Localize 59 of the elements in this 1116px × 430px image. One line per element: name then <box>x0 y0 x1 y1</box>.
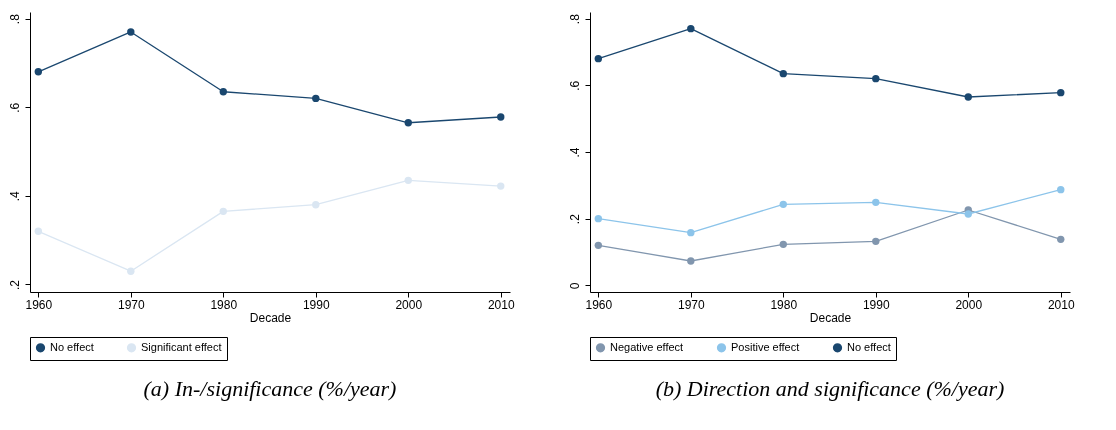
point <box>687 228 695 237</box>
legend-label: Positive effect <box>731 340 800 353</box>
y-tick-label: .4 <box>567 147 582 158</box>
legend-label: Significant effect <box>141 340 222 353</box>
point <box>872 237 880 246</box>
x-tick-label: 1970 <box>677 297 705 312</box>
x-axis-title: Decade <box>249 310 292 325</box>
point <box>779 240 787 249</box>
point <box>497 182 505 190</box>
point <box>219 88 227 96</box>
point <box>1057 235 1065 244</box>
text: (a) In-/significance (%/year) <box>143 375 397 401</box>
text: (b) Direction and significance (%/year) <box>655 375 1005 401</box>
point <box>312 201 320 209</box>
x-tick-label: 1990 <box>862 297 890 312</box>
point <box>594 214 603 223</box>
point <box>404 176 412 185</box>
x-tick-label: 1990 <box>302 297 330 312</box>
y-tick-label: .4 <box>7 191 22 202</box>
point <box>594 241 603 250</box>
point <box>312 94 320 103</box>
x-tick-label: 1960 <box>25 297 53 312</box>
y-tick-label: .8 <box>567 13 582 25</box>
point <box>964 93 972 101</box>
point <box>779 200 787 209</box>
point <box>687 24 695 33</box>
point <box>779 69 787 78</box>
legend-label: Negative effect <box>610 340 684 353</box>
point <box>1057 88 1065 97</box>
y-tick-label: .6 <box>567 80 582 91</box>
y-tick-label: 0 <box>567 282 582 290</box>
point <box>872 74 880 83</box>
y-tick-label: .2 <box>7 279 22 290</box>
point <box>687 257 695 265</box>
point <box>1057 185 1065 194</box>
x-tick-label: 1970 <box>117 297 145 312</box>
point <box>127 28 135 36</box>
x-tick-label: 1960 <box>585 297 613 312</box>
y-tick-label: .2 <box>567 213 582 225</box>
legend-label: No effect <box>847 340 891 353</box>
point <box>219 207 227 216</box>
point <box>872 198 880 207</box>
y-tick-label: .8 <box>7 13 22 25</box>
point <box>34 68 43 76</box>
x-tick-label: 1980 <box>210 297 238 312</box>
x-axis-title: Decade <box>809 310 852 325</box>
point <box>127 267 135 275</box>
x-tick-label: 2010 <box>487 297 515 312</box>
point <box>497 113 505 121</box>
x-tick-label: 2000 <box>395 297 423 312</box>
point <box>34 227 43 235</box>
y-tick-label: .6 <box>7 102 22 113</box>
point <box>594 54 603 63</box>
legend-label: No effect <box>50 340 94 353</box>
point <box>964 210 972 218</box>
x-tick-label: 2000 <box>955 297 983 312</box>
x-tick-label: 1980 <box>770 297 798 312</box>
x-tick-label: 2010 <box>1047 297 1075 312</box>
point <box>404 119 412 127</box>
